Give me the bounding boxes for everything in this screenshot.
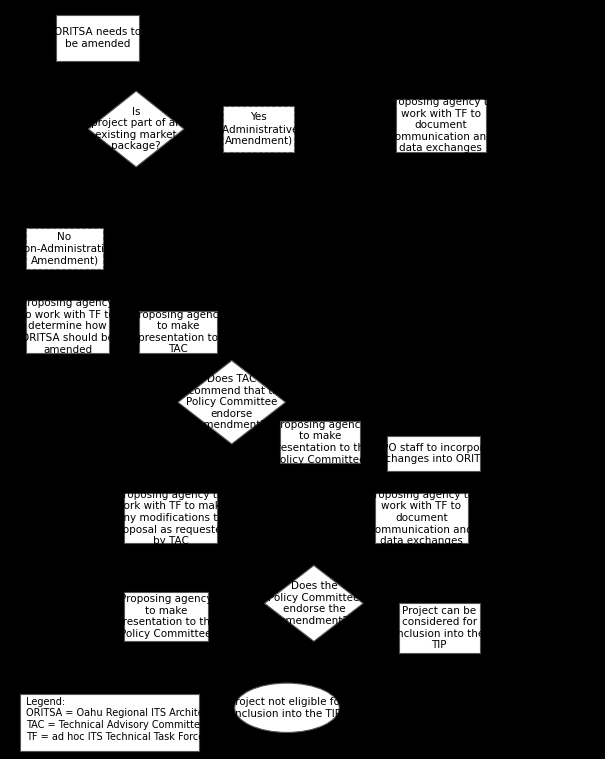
Text: Project not eligible for
inclusion into the TIP: Project not eligible for inclusion into … bbox=[229, 697, 345, 719]
Polygon shape bbox=[178, 361, 286, 444]
Text: Proposing agency
to make
presentation to the
Policy Committee: Proposing agency to make presentation to… bbox=[270, 420, 370, 465]
Text: Proposing agency
to work with TF to
determine how
ORITSA should be
amended: Proposing agency to work with TF to dete… bbox=[21, 298, 114, 354]
FancyBboxPatch shape bbox=[375, 493, 468, 543]
Text: No
(Non-Administrative
Amendment): No (Non-Administrative Amendment) bbox=[12, 232, 117, 265]
FancyBboxPatch shape bbox=[20, 694, 199, 751]
Ellipse shape bbox=[235, 683, 339, 732]
FancyBboxPatch shape bbox=[56, 15, 139, 61]
Text: Proposing agency
to make
presentation to
TAC: Proposing agency to make presentation to… bbox=[132, 310, 224, 354]
Text: Does TAC
recommend that the
Policy Committee
endorse
amendment?: Does TAC recommend that the Policy Commi… bbox=[178, 374, 286, 430]
FancyBboxPatch shape bbox=[387, 436, 480, 471]
FancyBboxPatch shape bbox=[399, 603, 480, 653]
Text: Is
project part of an
existing market
package?: Is project part of an existing market pa… bbox=[91, 106, 182, 152]
FancyBboxPatch shape bbox=[280, 421, 360, 463]
FancyBboxPatch shape bbox=[139, 311, 217, 353]
Text: OMPO staff to incorporate
exchanges into ORITSA: OMPO staff to incorporate exchanges into… bbox=[365, 442, 501, 465]
Text: ORITSA needs to
be amended: ORITSA needs to be amended bbox=[54, 27, 141, 49]
FancyBboxPatch shape bbox=[223, 106, 295, 152]
Text: Project can be
considered for
inclusion into the
TIP: Project can be considered for inclusion … bbox=[394, 606, 485, 650]
Text: Does the
Policy Committee
endorse the
amendment?: Does the Policy Committee endorse the am… bbox=[268, 581, 359, 626]
Text: Proposing agency to
work with TF to make
any modifications to
proposal as reques: Proposing agency to work with TF to make… bbox=[113, 490, 229, 546]
Text: Legend:
ORITSA = Oahu Regional ITS Architecture
TAC = Technical Advisory Committ: Legend: ORITSA = Oahu Regional ITS Archi… bbox=[25, 697, 229, 742]
FancyBboxPatch shape bbox=[124, 592, 208, 641]
Text: Proposing agency
to make
presentation to the
Policy Committee: Proposing agency to make presentation to… bbox=[116, 594, 216, 639]
FancyBboxPatch shape bbox=[25, 300, 110, 353]
FancyBboxPatch shape bbox=[124, 493, 217, 543]
Text: Yes
(Administrative
Amendment): Yes (Administrative Amendment) bbox=[218, 112, 299, 146]
FancyBboxPatch shape bbox=[396, 99, 486, 152]
Text: Proposing agency to
work with TF to
document
communication and
data exchanges: Proposing agency to work with TF to docu… bbox=[368, 490, 474, 546]
Polygon shape bbox=[88, 91, 184, 167]
FancyBboxPatch shape bbox=[25, 228, 103, 269]
Text: Proposing agency to
work with TF to
document
communication and
data exchanges: Proposing agency to work with TF to docu… bbox=[388, 97, 494, 153]
Polygon shape bbox=[264, 565, 363, 641]
